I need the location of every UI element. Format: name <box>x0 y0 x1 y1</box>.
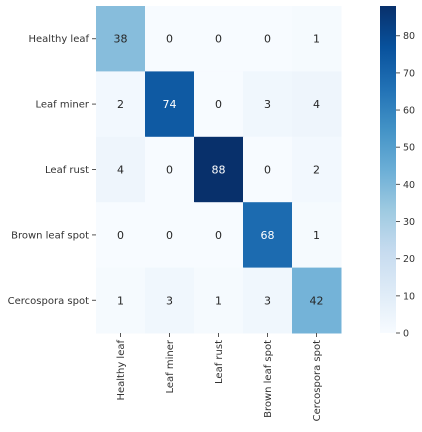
cell-value-label: 1 <box>313 229 320 242</box>
heatmap-cell <box>243 6 293 72</box>
cell-value-label: 1 <box>215 294 222 307</box>
heatmap-cell <box>243 136 293 203</box>
cell-value-label: 88 <box>212 164 226 177</box>
cell-value-label: 4 <box>313 98 320 111</box>
cell-value-label: 0 <box>264 33 271 46</box>
cell-value-label: 0 <box>166 229 173 242</box>
x-tick-label: Brown leaf spot <box>263 340 274 418</box>
x-tick-label: Healthy leaf <box>116 340 127 401</box>
colorbar-tick-label: 50 <box>403 143 415 154</box>
y-tick-label: Cercospora spot <box>8 296 89 307</box>
cell-value-label: 2 <box>313 164 320 177</box>
cell-value-label: 3 <box>264 294 271 307</box>
heatmap-cell <box>194 71 244 138</box>
colorbar-tick-label: 60 <box>403 106 415 117</box>
x-tick-label: Leaf miner <box>165 339 176 393</box>
heatmap-cell <box>96 267 146 334</box>
heatmap-cell <box>145 267 195 334</box>
cell-value-label: 0 <box>166 33 173 46</box>
y-tick-label: Leaf miner <box>36 100 90 111</box>
cell-value-label: 0 <box>166 164 173 177</box>
heatmap-cell <box>194 6 244 72</box>
cell-value-label: 1 <box>117 294 124 307</box>
heatmap-cell <box>243 267 293 334</box>
heatmap-cell <box>292 6 342 72</box>
cell-value-label: 2 <box>117 98 124 111</box>
cell-value-label: 0 <box>117 229 124 242</box>
heatmap-cell <box>194 202 244 269</box>
x-tick-label: Cercospora spot <box>312 340 323 421</box>
heatmap-cell <box>96 136 146 203</box>
cell-value-label: 0 <box>215 33 222 46</box>
heatmap-cell <box>96 71 146 138</box>
heatmap-cell <box>194 136 244 203</box>
cell-value-label: 38 <box>114 33 128 46</box>
colorbar <box>380 6 396 333</box>
heatmap-cell <box>96 202 146 269</box>
colorbar-tick-label: 80 <box>403 31 415 42</box>
heatmap-cell <box>145 6 195 72</box>
colorbar-tick-label: 0 <box>403 329 409 340</box>
colorbar-tick-label: 70 <box>403 68 415 79</box>
cell-value-label: 3 <box>264 98 271 111</box>
heatmap-cell <box>292 136 342 203</box>
colorbar-tick-label: 20 <box>403 254 415 265</box>
heatmap-cell <box>145 71 195 138</box>
colorbar-tick-label: 10 <box>403 291 415 302</box>
heatmap-cell <box>292 267 342 334</box>
cell-value-label: 74 <box>163 98 177 111</box>
colorbar-tick-label: 40 <box>403 180 415 191</box>
cell-value-label: 3 <box>166 294 173 307</box>
heatmap-cell <box>243 71 293 138</box>
y-tick-label: Brown leaf spot <box>11 230 89 241</box>
cell-value-label: 42 <box>310 294 324 307</box>
cell-value-label: 68 <box>261 229 275 242</box>
cell-value-label: 0 <box>215 229 222 242</box>
heatmap-cell <box>243 202 293 269</box>
cell-value-label: 1 <box>313 33 320 46</box>
heatmap-cell <box>194 267 244 334</box>
colorbar-tick-label: 30 <box>403 217 415 228</box>
heatmap-cell <box>292 202 342 269</box>
heatmap-cell <box>292 71 342 138</box>
cell-value-label: 4 <box>117 164 124 177</box>
heatmap-cell <box>145 136 195 203</box>
heatmap-cell <box>145 202 195 269</box>
y-tick-label: Healthy leaf <box>28 34 89 45</box>
x-tick-label: Leaf rust <box>214 340 225 384</box>
y-tick-label: Leaf rust <box>45 165 89 176</box>
cell-value-label: 0 <box>264 164 271 177</box>
heatmap-cell <box>96 6 146 72</box>
cell-value-label: 0 <box>215 98 222 111</box>
